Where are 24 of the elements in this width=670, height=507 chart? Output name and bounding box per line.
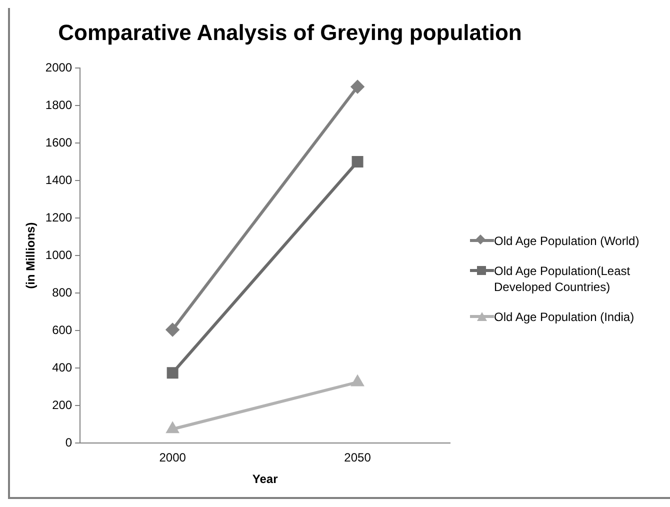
legend-label: Old Age Population(Least Developed Countries) xyxy=(494,263,632,295)
legend-label: Old Age Population (World) xyxy=(494,233,640,249)
y-tick-label: 1800 xyxy=(45,98,72,112)
y-tick-label: 200 xyxy=(52,398,72,412)
x-tick-label: 2050 xyxy=(344,450,372,465)
y-tick-label: 2000 xyxy=(45,60,72,74)
point xyxy=(166,422,178,434)
point xyxy=(166,367,178,379)
y-tick-label: 1600 xyxy=(45,135,72,150)
point xyxy=(352,376,364,386)
legend-label: Old Age Population (India) xyxy=(494,309,634,325)
point xyxy=(166,323,180,336)
y-tick-label: 0 xyxy=(65,436,72,450)
point xyxy=(351,80,364,94)
point xyxy=(352,156,364,168)
y-tick-label: 1400 xyxy=(45,172,72,187)
y-tick-label: 400 xyxy=(52,360,72,374)
y-tick-label: 600 xyxy=(52,322,72,337)
y-tick-label: 1200 xyxy=(45,210,72,224)
x-axis-title: Year xyxy=(252,472,278,486)
y-axis-title: (in Millions) xyxy=(24,222,38,289)
y-tick-label: 800 xyxy=(52,285,72,300)
chart-title: Comparative Analysis of Greying population xyxy=(57,20,523,46)
y-tick-label: 1000 xyxy=(45,248,72,262)
